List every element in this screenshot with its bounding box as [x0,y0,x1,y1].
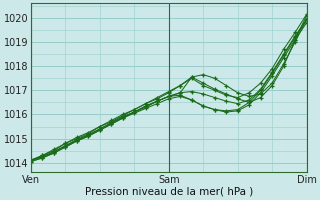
X-axis label: Pression niveau de la mer( hPa ): Pression niveau de la mer( hPa ) [84,187,253,197]
